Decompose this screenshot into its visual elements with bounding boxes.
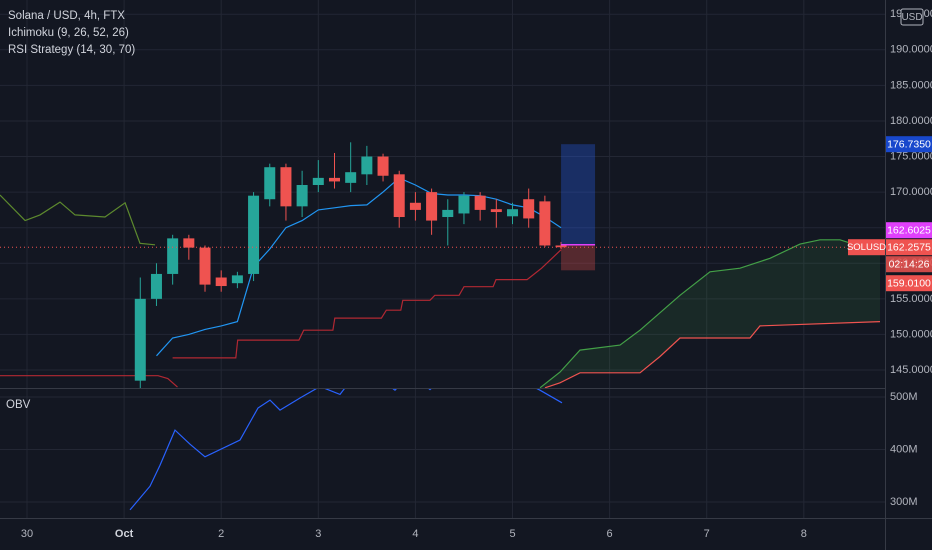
candle-body [458, 195, 470, 214]
currency-badge-text[interactable]: USD [901, 12, 922, 23]
candle-body [345, 172, 357, 183]
candle-body [167, 238, 179, 274]
obv-legend: OBV [6, 399, 31, 411]
stop-tag-text: 159.0100 [887, 277, 931, 289]
candle-body [426, 192, 438, 221]
indicator-line [539, 239, 881, 388]
candle-body [199, 247, 211, 285]
candle-body [248, 195, 260, 274]
candle-body [328, 177, 340, 182]
y-tick-label: 400M [890, 443, 918, 455]
symbol-legend: Solana / USD, 4h, FTX [8, 10, 125, 22]
y-tick-label: 145.0000 [890, 364, 932, 376]
target-tag [886, 136, 932, 153]
candle-body [231, 275, 243, 284]
x-tick-label: 30 [21, 528, 33, 540]
last-price-tag [886, 239, 932, 256]
candle-body [134, 298, 146, 381]
indicator-legend: RSI Strategy (14, 30, 70) [8, 44, 135, 56]
candle-body [539, 201, 551, 246]
indicator-line [0, 249, 562, 388]
x-tick-label: 6 [607, 528, 613, 540]
candle-body [523, 199, 535, 219]
currency-badge[interactable] [900, 8, 924, 26]
price-pane [0, 0, 885, 388]
x-tick-label: 7 [704, 528, 710, 540]
indicator-line [0, 194, 156, 246]
x-tick-label: 2 [218, 528, 224, 540]
y-tick-label: 185.0000 [890, 79, 932, 91]
indicator-legend: Ichimoku (9, 26, 52, 26) [8, 27, 129, 39]
candle-body [215, 277, 227, 287]
y-tick-label: 300M [890, 496, 918, 508]
candle-body [296, 184, 308, 207]
symbol-tag-text: SOLUSD [847, 242, 886, 253]
x-tick-label: 8 [801, 528, 807, 540]
candle-body [409, 202, 421, 210]
y-tick-label: 180.0000 [890, 115, 932, 127]
candle-body [442, 209, 454, 218]
stop-tag [886, 275, 932, 292]
obv-line [129, 389, 563, 511]
x-tick-label: 4 [412, 528, 418, 540]
candle-body [150, 273, 162, 299]
x-tick-label: 3 [315, 528, 321, 540]
candle-body [490, 209, 502, 213]
countdown-tag [886, 256, 932, 273]
indicator-line [156, 177, 562, 357]
loss-zone [561, 244, 596, 271]
candle-body [264, 167, 276, 200]
last-price-tag-text: 162.2575 [887, 241, 931, 253]
y-tick-label: 150.0000 [890, 328, 932, 340]
x-tick-label: 5 [509, 528, 515, 540]
entry-tag-text: 162.6025 [887, 224, 931, 236]
y-tick-label: 170.0000 [890, 186, 932, 198]
entry-tag [886, 222, 932, 239]
candle-body [361, 156, 373, 175]
y-tick-label: 155.0000 [890, 293, 932, 305]
y-tick-label: 175.0000 [890, 150, 932, 162]
candle-body [183, 238, 195, 248]
obv-pane [0, 389, 885, 518]
indicator-line [544, 321, 881, 388]
target-tag-text: 176.7350 [887, 138, 931, 150]
cloud-fill [540, 239, 880, 388]
y-tick-label: 190.0000 [890, 44, 932, 56]
price-tags: 176.7350 162.6025 162.2575 02:14:26 159.0100… [847, 136, 932, 292]
y-tick-label: 500M [890, 391, 918, 403]
x-tick-label: Oct [115, 528, 134, 540]
candle-body [393, 174, 405, 218]
candle-body [377, 156, 389, 176]
candle-body [312, 177, 324, 185]
candle-body [280, 167, 292, 207]
candle-body [555, 245, 567, 248]
profit-zone [561, 144, 596, 245]
countdown-text: 02:14:26 [889, 258, 930, 270]
candle-body [507, 209, 519, 217]
candle-body [474, 195, 486, 210]
symbol-tag [848, 239, 885, 256]
